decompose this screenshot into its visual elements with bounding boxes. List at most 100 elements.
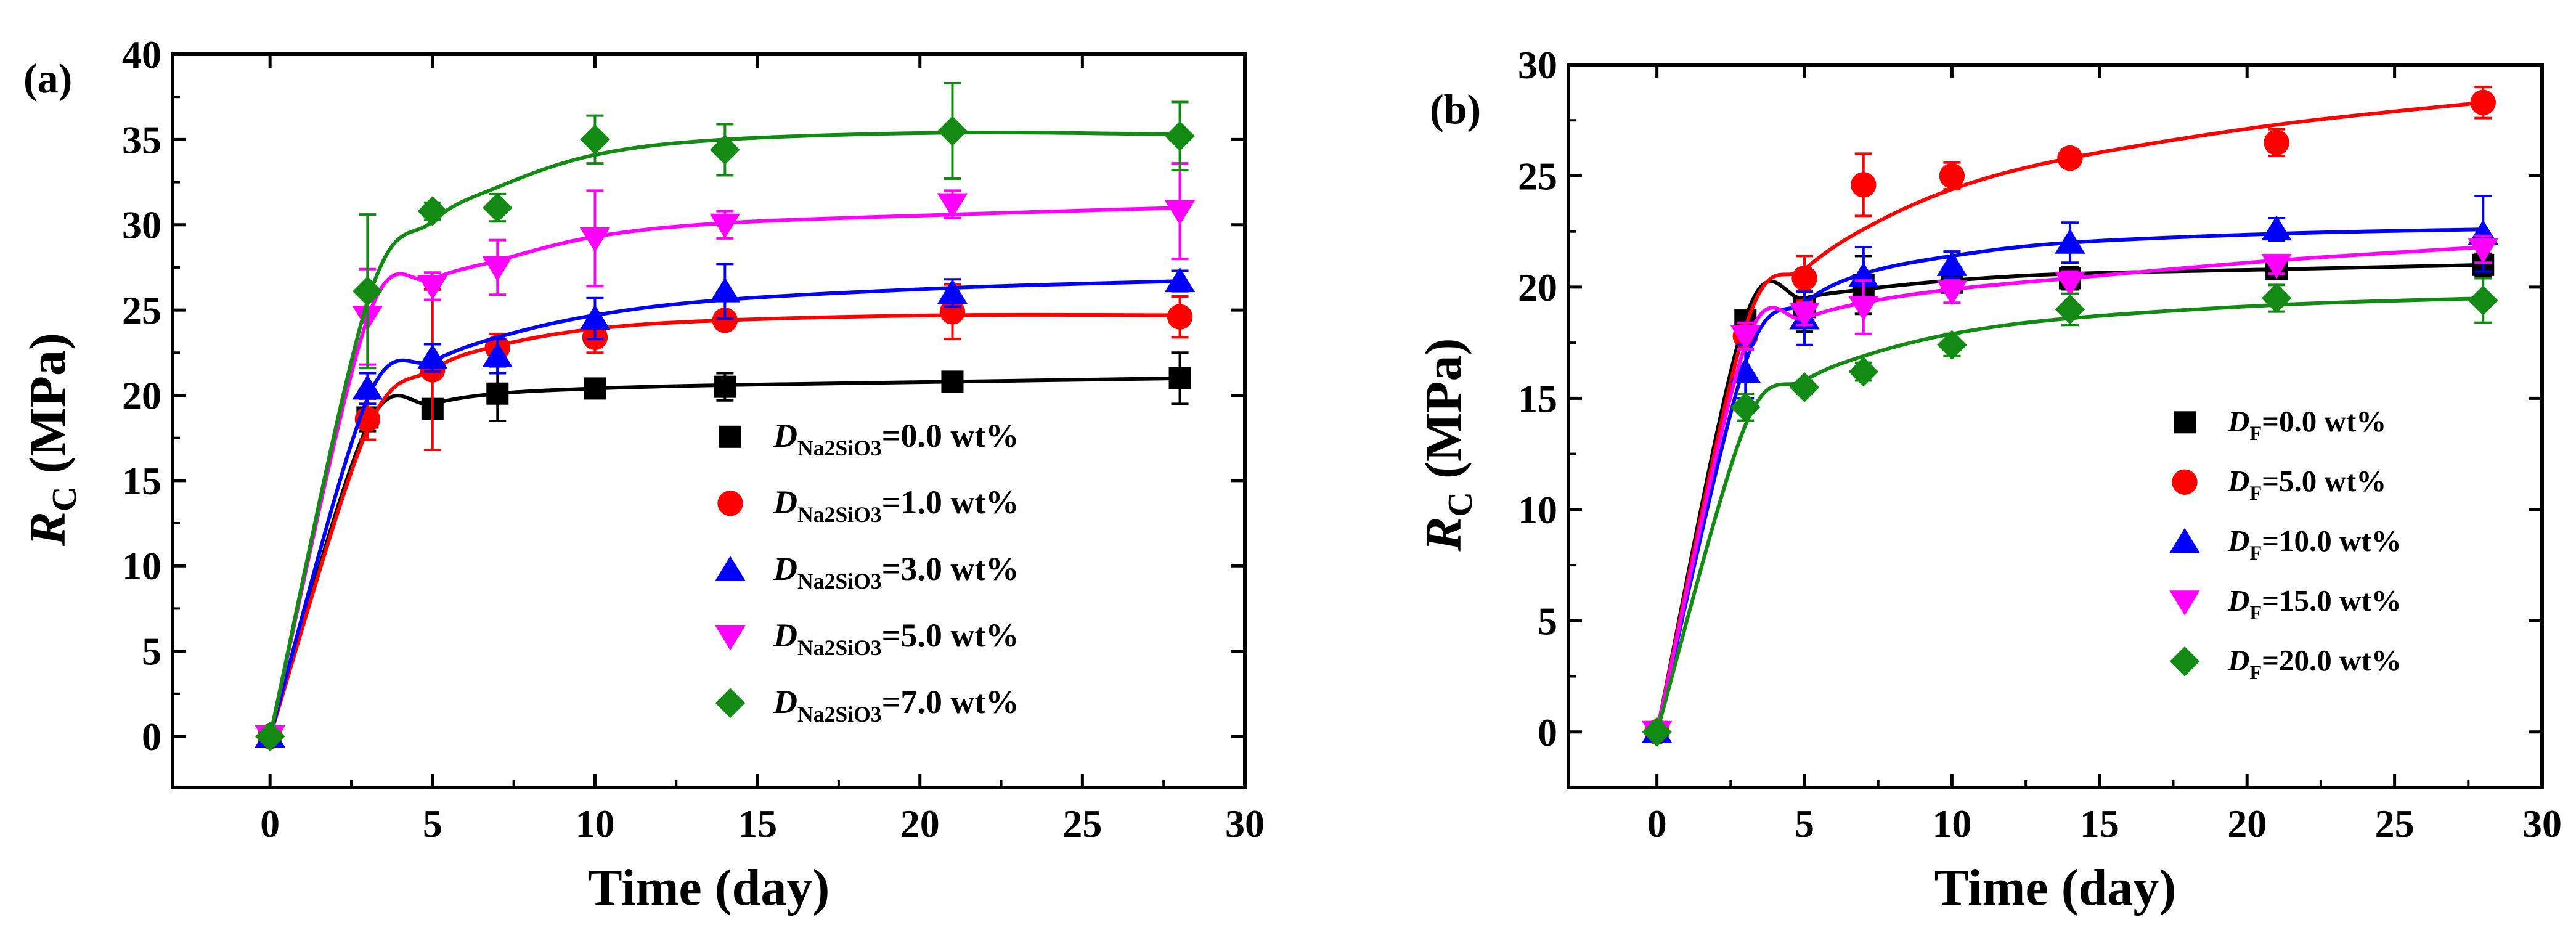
data-point <box>482 192 513 223</box>
y-tick-label: 15 <box>122 459 161 503</box>
data-point <box>1789 303 1820 328</box>
data-point <box>1937 330 1967 361</box>
y-tick-label: 30 <box>1518 43 1557 87</box>
data-point <box>709 213 741 239</box>
data-point <box>714 375 736 398</box>
legend-value: =7.0 wt% <box>882 683 1019 720</box>
x-tick-label: 25 <box>1062 802 1102 845</box>
data-point <box>1642 717 1672 748</box>
x-tick-label: 10 <box>575 802 614 845</box>
legend-label: DNa2SiO3=5.0 wt% <box>773 617 1019 660</box>
y-tick-label: 5 <box>1538 599 1557 643</box>
y-axis-title: RC (MPa) <box>19 333 84 547</box>
data-point <box>579 227 611 253</box>
data-point <box>1165 121 1195 152</box>
y-axis-title-unit: (MPa) <box>19 333 76 487</box>
legend-marker <box>2174 411 2196 434</box>
legend-prefix: D <box>2227 464 2249 498</box>
legend-marker <box>2169 528 2200 553</box>
data-point <box>2470 89 2496 116</box>
y-tick-label: 40 <box>122 33 161 76</box>
legend-prefix: D <box>2227 584 2249 617</box>
legend-sub: Na2SiO3 <box>797 702 882 727</box>
x-tick-label: 0 <box>1647 802 1667 845</box>
legend-label: DF=20.0 wt% <box>2227 643 2402 683</box>
data-point <box>937 116 968 146</box>
data-point <box>1168 367 1191 389</box>
data-point <box>2468 238 2498 264</box>
series-4 <box>255 82 1195 752</box>
data-point <box>353 276 383 306</box>
y-tick-label: 25 <box>1518 154 1557 198</box>
data-point <box>1848 356 1879 387</box>
series-2 <box>1641 194 2498 743</box>
data-point <box>1164 267 1196 293</box>
data-point <box>1791 265 1817 291</box>
series-4 <box>1642 277 2498 748</box>
series-1 <box>257 283 1193 749</box>
y-tick-label: 0 <box>1538 711 1557 754</box>
legend-value: =10.0 wt% <box>2262 524 2402 558</box>
x-tick-label: 30 <box>1225 802 1265 845</box>
y-axis-title-unit: (MPa) <box>1415 338 1472 492</box>
data-point <box>417 344 448 369</box>
legend-value: =5.0 wt% <box>2262 464 2386 498</box>
legend-marker <box>2169 590 2200 616</box>
data-point <box>2055 229 2085 254</box>
y-axis-title-main: R <box>19 511 76 547</box>
legend-sub: Na2SiO3 <box>797 569 882 593</box>
legend: DF=0.0 wt%DF=5.0 wt%DF=10.0 wt%DF=15.0 w… <box>2169 404 2402 683</box>
data-point <box>580 124 610 155</box>
y-tick-label: 25 <box>122 288 161 332</box>
data-point <box>710 134 740 165</box>
y-axis-title: RC (MPa) <box>1415 338 1480 552</box>
x-tick-label: 15 <box>738 802 777 845</box>
data-point <box>1936 251 1968 276</box>
data-point <box>709 277 741 303</box>
legend-prefix: D <box>773 417 797 454</box>
data-point <box>1164 200 1196 226</box>
data-point <box>939 299 966 325</box>
data-point <box>417 196 448 226</box>
legend-value: =15.0 wt% <box>2262 584 2402 617</box>
x-tick-label: 30 <box>2522 802 2562 845</box>
legend-prefix: D <box>2227 524 2249 558</box>
data-point <box>584 377 606 400</box>
panel-label: (a) <box>23 55 72 102</box>
data-point <box>1848 296 1879 321</box>
data-point <box>579 304 611 330</box>
y-tick-label: 10 <box>1518 488 1557 532</box>
legend-prefix: D <box>773 484 797 521</box>
x-tick-label: 20 <box>2227 802 2267 845</box>
legend-label: DF=0.0 wt% <box>2227 404 2386 444</box>
legend-prefix: D <box>773 683 797 720</box>
y-axis-title-sub: C <box>46 487 84 511</box>
y-axis-title-main: R <box>1415 516 1472 552</box>
legend-label: DF=15.0 wt% <box>2227 584 2402 624</box>
panel-label: (b) <box>1430 86 1481 132</box>
data-point <box>1730 325 1761 350</box>
legend: DNa2SiO3=0.0 wt%DNa2SiO3=1.0 wt%DNa2SiO3… <box>715 417 1019 727</box>
legend-label: DF=10.0 wt% <box>2227 524 2402 564</box>
data-point <box>2264 129 2289 156</box>
panel-a: 0 5 10 15 20 25 30 0 5 10 15 20 25 30 35 40 Time (day) RC… <box>19 33 1265 916</box>
data-point <box>2261 253 2292 279</box>
fit-curve <box>1655 100 2484 733</box>
legend-value: =0.0 wt% <box>2262 404 2386 438</box>
legend-marker <box>715 625 746 651</box>
legend-marker <box>719 425 741 448</box>
legend-prefix: D <box>773 550 797 587</box>
data-point <box>937 279 968 304</box>
data-point <box>937 193 968 219</box>
legend-prefix: D <box>2227 643 2249 677</box>
data-point <box>1851 172 1877 198</box>
data-point <box>417 275 448 300</box>
legend-value: =1.0 wt% <box>882 484 1019 521</box>
y-tick-label: 5 <box>142 630 161 674</box>
data-point <box>2057 145 2083 171</box>
x-tick-label: 10 <box>1932 802 1971 845</box>
legend-marker <box>2169 646 2200 677</box>
legend-sub: F <box>2249 482 2262 504</box>
plot-frame <box>1567 63 2544 789</box>
